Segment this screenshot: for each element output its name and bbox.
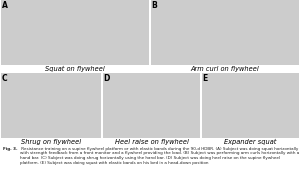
FancyBboxPatch shape [202, 73, 299, 138]
Text: Heel raise on flywheel: Heel raise on flywheel [115, 139, 188, 145]
Text: Fig. 3.: Fig. 3. [3, 147, 18, 151]
Text: B: B [152, 1, 157, 11]
Text: Squat on flywheel: Squat on flywheel [45, 66, 105, 72]
Text: Shrug on flywheel: Shrug on flywheel [21, 139, 81, 145]
Text: D: D [103, 74, 110, 83]
FancyBboxPatch shape [1, 73, 101, 138]
FancyBboxPatch shape [103, 73, 200, 138]
FancyBboxPatch shape [151, 0, 299, 65]
Text: E: E [202, 74, 208, 83]
Text: Resistance training on a supine flywheel platform or with elastic bands during t: Resistance training on a supine flywheel… [20, 147, 299, 165]
FancyBboxPatch shape [1, 0, 149, 65]
Text: Expander squat: Expander squat [224, 139, 277, 145]
Text: C: C [2, 74, 7, 83]
Text: A: A [2, 1, 8, 11]
Text: Arm curl on flywheel: Arm curl on flywheel [190, 66, 260, 72]
